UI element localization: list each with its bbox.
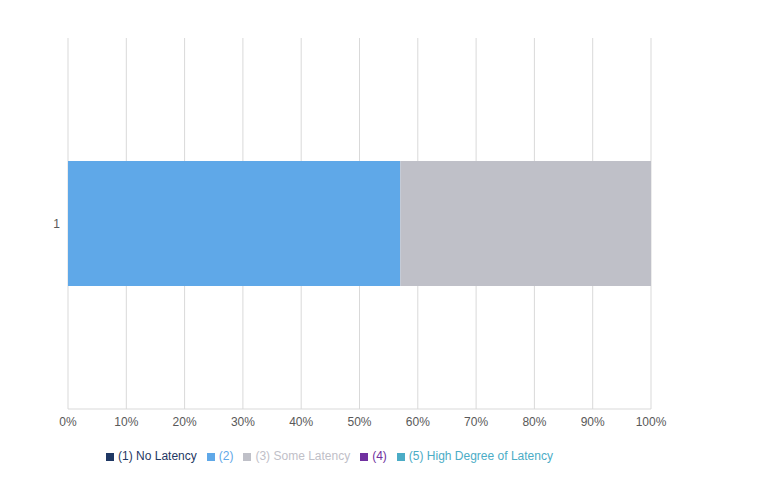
svg-text:10%: 10%: [114, 415, 138, 429]
html-text:(3) Some Latency: (3) Some Latency: [255, 449, 351, 463]
svg-text:80%: 80%: [522, 415, 546, 429]
html-text:(5) High Degree of Latency: (5) High Degree of Latency: [408, 449, 553, 463]
svg-text:40%: 40%: [289, 415, 313, 429]
html-text:(1) No Latency: (1) No Latency: [118, 449, 197, 463]
svg-text:70%: 70%: [464, 415, 488, 429]
svg-text:1: 1: [53, 217, 60, 231]
svg-text:0%: 0%: [59, 415, 77, 429]
svg-text:50%: 50%: [347, 415, 371, 429]
svg-text:100%: 100%: [636, 415, 667, 429]
svg-text:60%: 60%: [406, 415, 430, 429]
svg-text:90%: 90%: [581, 415, 605, 429]
svg-text:20%: 20%: [173, 415, 197, 429]
html-text:(2): (2): [218, 449, 234, 463]
svg-text:30%: 30%: [231, 415, 255, 429]
html-text:(4): (4): [372, 449, 387, 463]
